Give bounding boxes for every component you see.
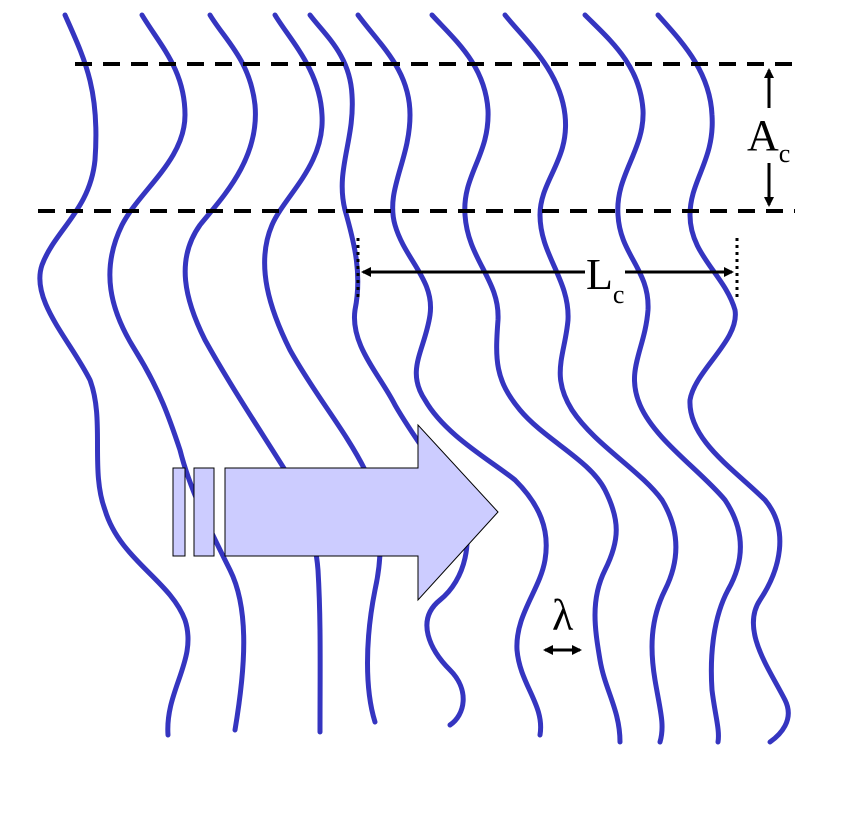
wavefront-10 [655,12,791,745]
wavelength-marker: λ [543,591,582,655]
wavefront-1 [37,12,191,738]
length-label: Lc [586,250,624,309]
wavefront-6 [355,12,549,738]
length-markers: Lc [356,238,739,309]
wavefront-7 [429,12,623,745]
wavefront-4 [262,12,383,725]
wavefront-9 [582,12,743,745]
arrow-body [224,423,499,602]
amplitude-markers: Ac [38,62,795,213]
propagation-arrow [172,423,499,602]
wavefront-2 [107,12,247,733]
arrow-tail-bar-2 [193,467,215,557]
wavefront-3 [182,12,323,735]
wavelength-label: λ [552,591,574,640]
wavefronts [37,12,791,745]
wavefront-8 [502,12,679,745]
wavefront-5 [307,12,470,728]
arrow-tail-bar-1 [172,467,186,557]
amplitude-label: Ac [747,111,790,168]
